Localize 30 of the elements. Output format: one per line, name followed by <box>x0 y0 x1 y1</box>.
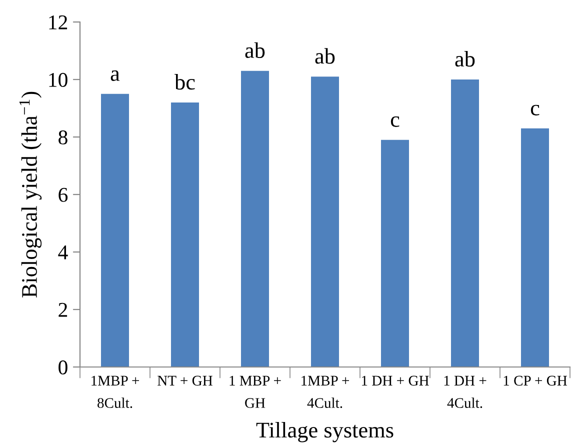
y-axis-title: Biological yield (tha$^{−1}$) <box>19 92 42 298</box>
x-axis-title: Tillage systems <box>256 422 394 442</box>
annotation: ab <box>245 42 265 58</box>
bar <box>311 76 339 367</box>
y-tick-label: 12 <box>49 15 68 30</box>
y-tick-label: 0 <box>58 360 68 374</box>
annotation: c <box>530 104 540 116</box>
x-tick-label: 1 DH + 4Cult. <box>444 376 486 408</box>
y-tick-label: 10 <box>49 72 68 87</box>
annotation: ab <box>315 48 335 64</box>
bar <box>521 128 549 367</box>
y-tick-label: 2 <box>58 302 68 317</box>
y-tick-label: 4 <box>58 246 68 260</box>
bar <box>451 80 479 367</box>
x-tick-label: 1 MBP + GH <box>230 376 281 408</box>
x-tick-label: 1 CP + GH <box>504 376 567 386</box>
y-tick-label: 8 <box>58 130 68 144</box>
x-tick-label: 1MBP + 8Cult. <box>92 376 139 408</box>
bar <box>171 102 199 367</box>
x-tick-label: 1 DH + GH <box>362 376 429 386</box>
annotation: bc <box>174 74 195 90</box>
annotation: a <box>110 70 120 82</box>
annotation: ab <box>455 51 475 67</box>
bar <box>101 94 129 367</box>
bar <box>381 140 409 367</box>
annotation: c <box>390 116 400 128</box>
x-tick-label: NT + GH <box>158 376 212 386</box>
y-tick-label: 6 <box>58 188 68 202</box>
bar <box>241 70 269 367</box>
x-tick-label: 1MBP + 4Cult. <box>302 376 349 408</box>
